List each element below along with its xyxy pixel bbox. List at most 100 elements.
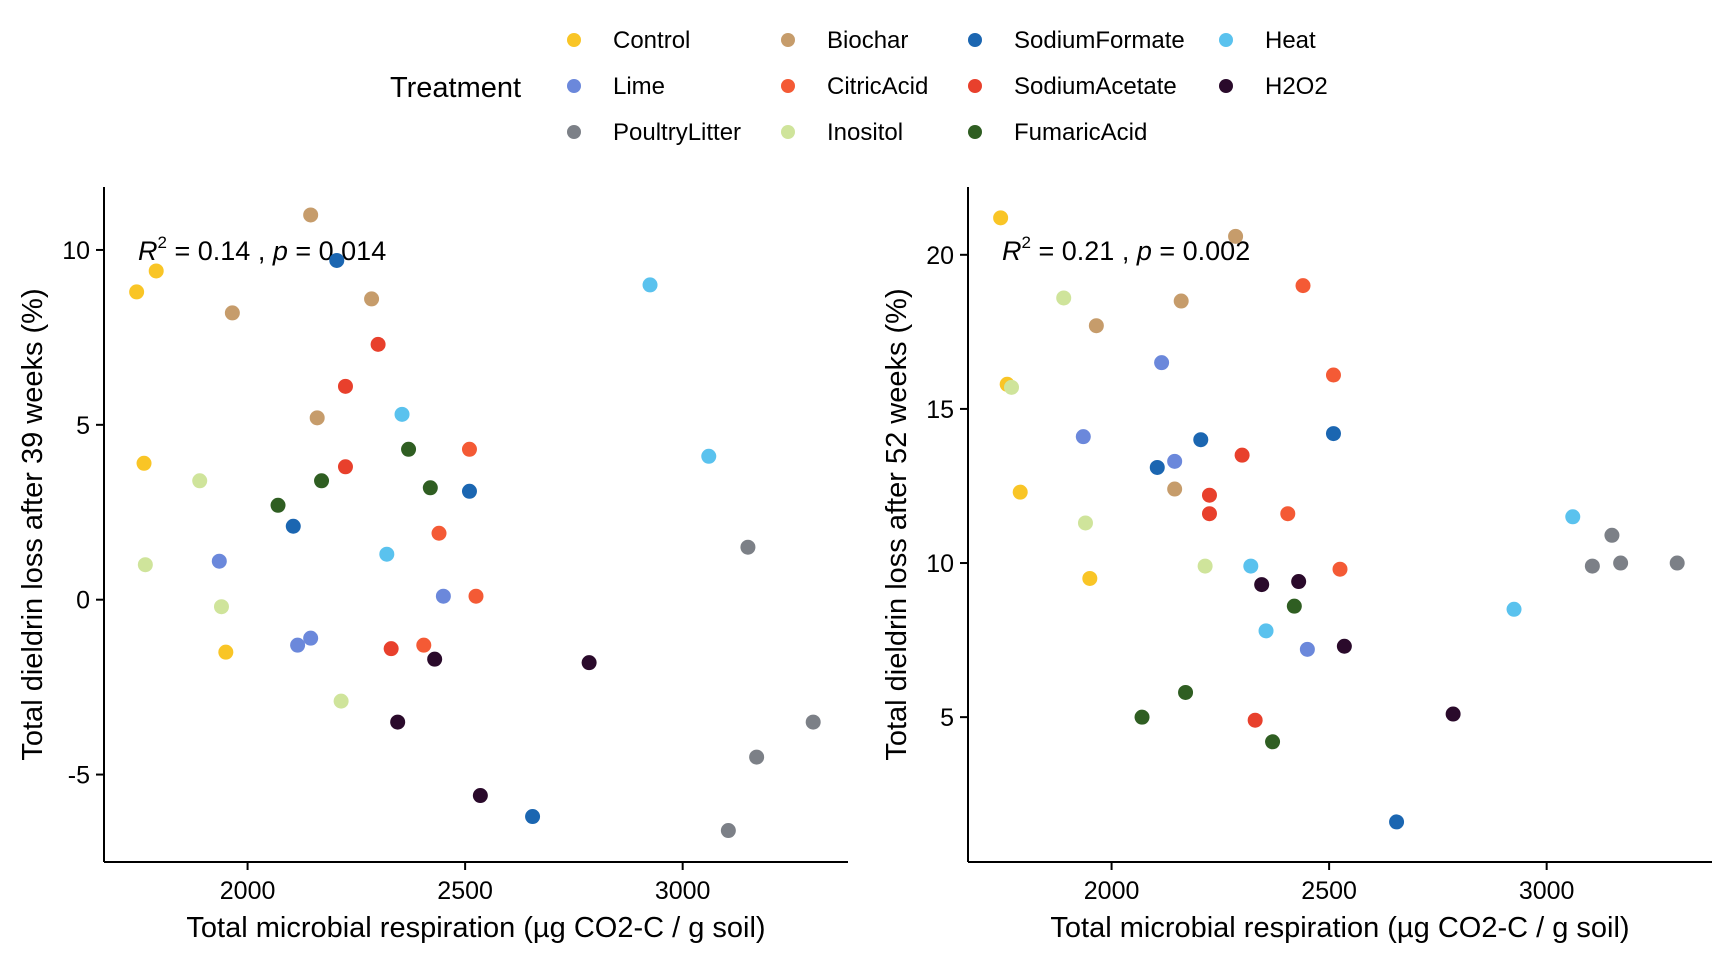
legend-label: SodiumAcetate: [1014, 73, 1177, 100]
data-point: [1258, 623, 1274, 639]
data-point: [1325, 367, 1341, 383]
data-point: [1247, 712, 1263, 728]
x-tick-label: 2000: [220, 877, 276, 905]
x-tick-label: 2500: [437, 877, 493, 905]
data-point: [701, 448, 717, 464]
data-point: [1193, 432, 1209, 448]
data-point: [303, 630, 319, 646]
data-point: [468, 588, 484, 604]
data-point: [1506, 601, 1522, 617]
data-point: [290, 637, 306, 653]
data-point: [218, 644, 234, 660]
y-axis-title: Total dieldrin loss after 39 weeks (%): [17, 288, 49, 760]
data-point: [192, 473, 208, 489]
y-tick-label: 15: [926, 396, 954, 424]
data-point: [136, 455, 152, 471]
r2-value: 0.21: [1062, 236, 1115, 266]
data-point: [1286, 598, 1302, 614]
data-point: [1565, 509, 1581, 525]
data-point: [1154, 355, 1170, 371]
data-point: [370, 336, 386, 352]
legend-label: FumaricAcid: [1014, 119, 1147, 146]
p-value: 0.014: [319, 236, 387, 266]
data-point: [1167, 453, 1183, 469]
data-point: [333, 693, 349, 709]
legend-key: [567, 125, 581, 139]
data-point: [1669, 555, 1685, 571]
x-tick-label: 2500: [1301, 877, 1357, 905]
y-tick-label: 5: [940, 704, 954, 732]
data-point: [309, 410, 325, 426]
data-point: [461, 441, 477, 457]
x-axis-title: Total microbial respiration (µg CO2-C / …: [1050, 912, 1629, 944]
data-point: [148, 263, 164, 279]
data-point: [383, 641, 399, 657]
data-point: [805, 714, 821, 730]
data-point: [1295, 278, 1311, 294]
data-point: [642, 277, 658, 293]
data-point: [1201, 487, 1217, 503]
y-tick-label: 5: [76, 412, 90, 440]
legend-label: Heat: [1265, 27, 1316, 54]
data-point: [1056, 290, 1072, 306]
data-point: [1299, 641, 1315, 657]
data-point: [379, 546, 395, 562]
legend-label: Control: [613, 27, 690, 54]
y-tick-label: 10: [926, 550, 954, 578]
data-point: [1197, 558, 1213, 574]
data-point: [416, 637, 432, 653]
data-point: [461, 483, 477, 499]
data-point: [329, 252, 345, 268]
legend-key: [781, 125, 795, 139]
legend-title: Treatment: [390, 72, 521, 104]
legend-key: [968, 33, 982, 47]
data-point: [390, 714, 406, 730]
data-point: [1228, 228, 1244, 244]
data-point: [285, 518, 301, 534]
data-point: [1243, 558, 1259, 574]
data-point: [337, 459, 353, 475]
legend-key: [1219, 33, 1233, 47]
data-point: [129, 284, 145, 300]
x-tick-label: 3000: [655, 877, 711, 905]
data-point: [1088, 318, 1104, 334]
x-tick-label: 3000: [1519, 877, 1575, 905]
legend-key: [781, 33, 795, 47]
data-point: [472, 788, 488, 804]
data-point: [1604, 527, 1620, 543]
data-point: [1167, 481, 1183, 497]
data-point: [749, 749, 765, 765]
legend-key: [781, 79, 795, 93]
data-point: [1389, 814, 1405, 830]
data-point: [314, 473, 330, 489]
data-point: [1004, 379, 1020, 395]
data-point: [1613, 555, 1629, 571]
data-point: [993, 210, 1009, 226]
data-point: [1584, 558, 1600, 574]
data-point: [431, 525, 447, 541]
y-tick-label: 20: [926, 242, 954, 270]
legend-key: [1219, 79, 1233, 93]
legend-label: H2O2: [1265, 73, 1328, 100]
legend-key: [567, 33, 581, 47]
data-point: [1291, 574, 1307, 590]
r2-value: 0.14: [198, 236, 251, 266]
legend-label: Biochar: [827, 27, 908, 54]
data-point: [1149, 459, 1165, 475]
data-point: [1254, 577, 1270, 593]
data-point: [1075, 429, 1091, 445]
legend-key: [968, 125, 982, 139]
y-tick-label: 0: [76, 587, 90, 615]
data-point: [1077, 515, 1093, 531]
data-point: [1201, 506, 1217, 522]
data-point: [364, 291, 380, 307]
y-tick-label: -5: [68, 762, 90, 790]
data-point: [427, 651, 443, 667]
data-point: [337, 378, 353, 394]
y-axis-title: Total dieldrin loss after 52 weeks (%): [881, 288, 913, 760]
legend-key: [968, 79, 982, 93]
data-point: [1173, 293, 1189, 309]
legend-key: [567, 79, 581, 93]
r2-p-annotation: R2 = 0.14 , p = 0.014: [138, 233, 386, 266]
